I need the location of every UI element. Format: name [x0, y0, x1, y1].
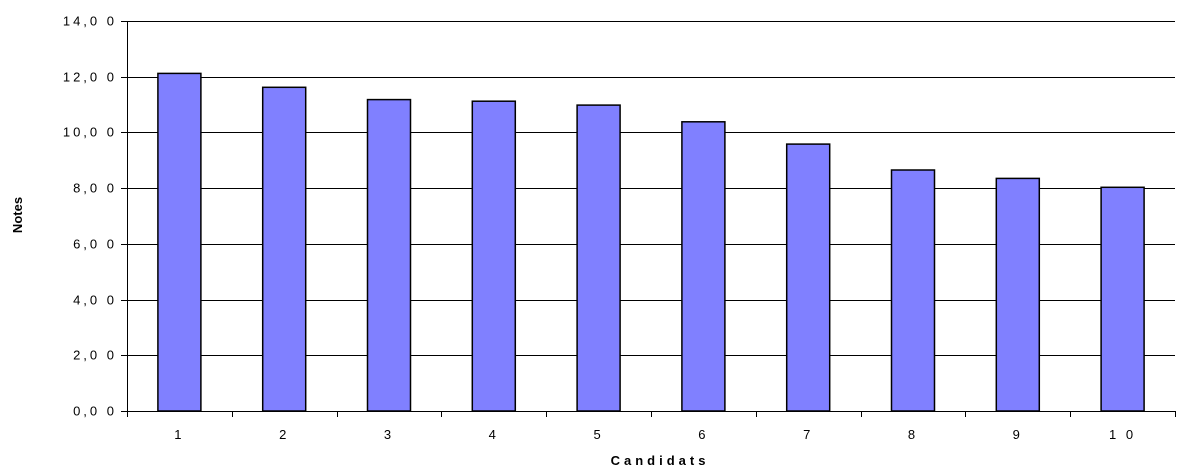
x-axis-title: Candidats	[611, 453, 710, 468]
x-tick-label: 7	[803, 427, 813, 442]
x-tick-label: 1	[174, 427, 184, 442]
y-tick-label: 8,0 0	[73, 181, 117, 196]
y-tick-label: 4,0 0	[73, 293, 117, 308]
x-tick-label: 3	[384, 427, 394, 442]
y-tick-label: 14,0 0	[63, 14, 117, 29]
bar	[1100, 186, 1145, 412]
y-tick-labels: 0,0 0 2,0 0 4,0 0 6,0 0 8,0 0 10,0 0 12,0 0 14,…	[63, 14, 117, 419]
x-tick-label: 5	[593, 427, 603, 442]
x-tick-label: 4	[489, 427, 499, 442]
x-tick-labels: 1 2 3 4 5 6 7 8 9 1 0	[174, 427, 1136, 442]
y-tick-label: 0,0 0	[73, 404, 117, 419]
x-tick-label: 9	[1013, 427, 1023, 442]
y-tick-label: 10,0 0	[63, 125, 117, 140]
bar	[471, 100, 517, 412]
y-tick-label: 6,0 0	[73, 237, 117, 252]
y-tick-label: 12,0 0	[63, 70, 117, 85]
bars	[157, 72, 1145, 412]
y-tick-label: 2,0 0	[73, 348, 117, 363]
x-tick-label: 6	[698, 427, 708, 442]
bar	[681, 121, 726, 412]
bar	[366, 98, 412, 412]
bar	[890, 169, 936, 412]
x-tick-label: 1 0	[1109, 427, 1136, 442]
axes	[121, 21, 1176, 417]
y-axis-title: Notes	[10, 197, 25, 233]
x-tick-label: 2	[279, 427, 289, 442]
bar	[576, 104, 621, 412]
x-tick-label: 8	[908, 427, 918, 442]
bar	[785, 143, 831, 412]
bar	[157, 72, 202, 412]
bar	[995, 177, 1041, 412]
bar	[261, 86, 307, 412]
